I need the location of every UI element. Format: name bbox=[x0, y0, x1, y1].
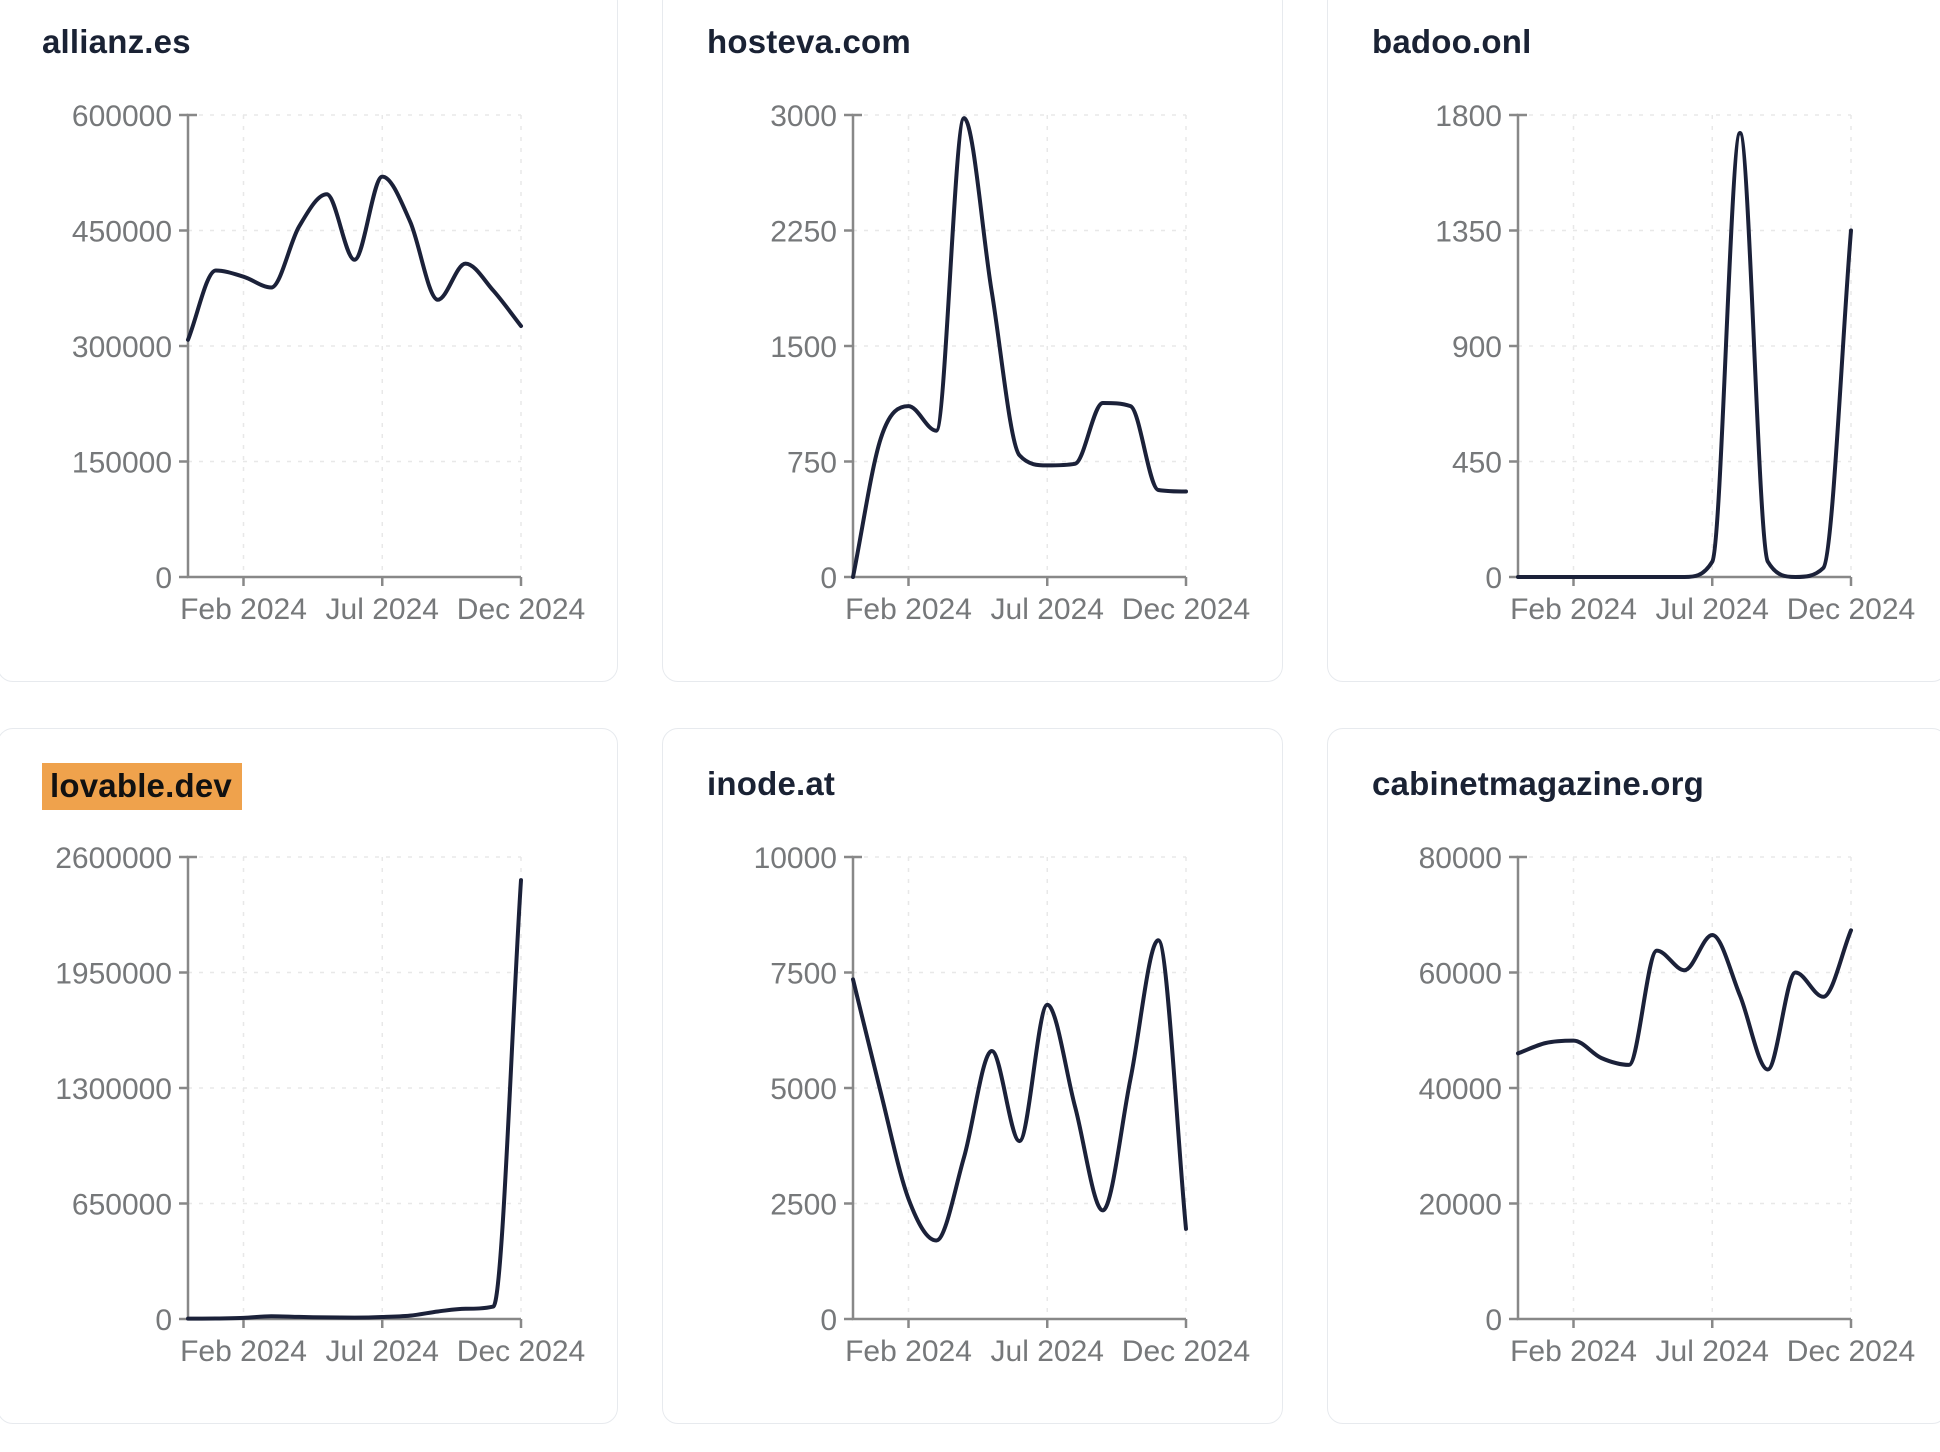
chart-card[interactable]: cabinetmagazine.org 80000 60000 40000 20000 0… bbox=[1327, 728, 1940, 1424]
y-tick-label: 600000 bbox=[72, 100, 172, 133]
y-tick-label: 1800 bbox=[1435, 100, 1502, 133]
chart-title-wrap: hosteva.com bbox=[707, 21, 911, 62]
chart-title-wrap: lovable.dev bbox=[42, 763, 242, 811]
y-tick-label: 0 bbox=[1485, 562, 1502, 595]
x-tick-label: Jul 2024 bbox=[1656, 593, 1769, 626]
y-tick-label: 40000 bbox=[1419, 1073, 1502, 1106]
y-tick-label: 150000 bbox=[72, 447, 172, 480]
chart-card[interactable]: badoo.onl 1800 1350 900 450 0 Feb 2024 Jul 2024… bbox=[1327, 0, 1940, 682]
x-tick-label: Feb 2024 bbox=[1510, 593, 1637, 626]
y-tick-label: 750 bbox=[787, 447, 837, 480]
x-tick-label: Dec 2024 bbox=[1122, 1335, 1250, 1368]
y-tick-label: 450 bbox=[1452, 447, 1502, 480]
chart-card[interactable]: hosteva.com 3000 2250 1500 750 0 Feb 2024 Jul 2… bbox=[662, 0, 1283, 682]
y-tick-label: 5000 bbox=[770, 1073, 837, 1106]
x-tick-label: Jul 2024 bbox=[326, 1335, 439, 1368]
chart-card[interactable]: allianz.es 600000 450000 300000 150000 0 Feb 2… bbox=[0, 0, 618, 682]
chart-title: inode.at bbox=[707, 765, 836, 802]
y-tick-label: 2600000 bbox=[55, 842, 172, 875]
y-tick-label: 2250 bbox=[770, 216, 837, 249]
chart-title-wrap: badoo.onl bbox=[1372, 21, 1531, 62]
x-tick-label: Jul 2024 bbox=[326, 593, 439, 626]
y-tick-label: 0 bbox=[1485, 1304, 1502, 1337]
y-tick-label: 0 bbox=[155, 562, 172, 595]
x-tick-label: Feb 2024 bbox=[845, 1335, 972, 1368]
y-tick-label: 20000 bbox=[1419, 1189, 1502, 1222]
y-tick-label: 1300000 bbox=[55, 1073, 172, 1106]
chart-card[interactable]: inode.at 10000 7500 5000 2500 0 Feb 2024 Jul 20… bbox=[662, 728, 1283, 1424]
chart-title-wrap: allianz.es bbox=[42, 21, 191, 62]
chart-title: hosteva.com bbox=[707, 23, 911, 60]
y-tick-label: 80000 bbox=[1419, 842, 1502, 875]
chart-title: badoo.onl bbox=[1372, 23, 1532, 60]
traffic-line bbox=[186, 174, 523, 342]
traffic-line bbox=[851, 116, 1188, 579]
y-tick-label: 0 bbox=[820, 562, 837, 595]
chart-title-wrap: cabinetmagazine.org bbox=[1372, 763, 1704, 804]
y-tick-label: 10000 bbox=[754, 842, 837, 875]
x-tick-label: Dec 2024 bbox=[457, 1335, 585, 1368]
y-tick-label: 450000 bbox=[72, 216, 172, 249]
x-tick-label: Feb 2024 bbox=[1510, 1335, 1637, 1368]
y-tick-label: 650000 bbox=[72, 1189, 172, 1222]
x-tick-label: Dec 2024 bbox=[457, 593, 585, 626]
traffic-line bbox=[1516, 131, 1853, 579]
y-tick-label: 7500 bbox=[770, 958, 837, 991]
y-tick-label: 1350 bbox=[1435, 216, 1502, 249]
chart-title-wrap: inode.at bbox=[707, 763, 835, 804]
traffic-line bbox=[1516, 928, 1853, 1072]
x-tick-label: Dec 2024 bbox=[1787, 593, 1915, 626]
x-tick-label: Jul 2024 bbox=[991, 593, 1104, 626]
x-tick-label: Jul 2024 bbox=[1656, 1335, 1769, 1368]
y-tick-label: 3000 bbox=[770, 100, 837, 133]
x-tick-label: Dec 2024 bbox=[1122, 593, 1250, 626]
y-tick-label: 2500 bbox=[770, 1189, 837, 1222]
y-tick-label: 1500 bbox=[770, 331, 837, 364]
x-tick-label: Jul 2024 bbox=[991, 1335, 1104, 1368]
chart-title: cabinetmagazine.org bbox=[1372, 765, 1705, 802]
y-tick-label: 0 bbox=[155, 1304, 172, 1337]
x-tick-label: Feb 2024 bbox=[180, 1335, 307, 1368]
y-tick-label: 900 bbox=[1452, 331, 1502, 364]
chart-card[interactable]: lovable.dev 2600000 1950000 1300000 650000 0 F… bbox=[0, 728, 618, 1424]
x-tick-label: Feb 2024 bbox=[180, 593, 307, 626]
y-tick-label: 1950000 bbox=[55, 958, 172, 991]
y-tick-label: 60000 bbox=[1419, 958, 1502, 991]
chart-title-highlighted: lovable.dev bbox=[42, 763, 242, 811]
traffic-line bbox=[186, 878, 523, 1321]
chart-title: allianz.es bbox=[42, 23, 191, 60]
y-tick-label: 300000 bbox=[72, 331, 172, 364]
x-tick-label: Feb 2024 bbox=[845, 593, 972, 626]
y-tick-label: 0 bbox=[820, 1304, 837, 1337]
traffic-line bbox=[851, 938, 1188, 1243]
x-tick-label: Dec 2024 bbox=[1787, 1335, 1915, 1368]
